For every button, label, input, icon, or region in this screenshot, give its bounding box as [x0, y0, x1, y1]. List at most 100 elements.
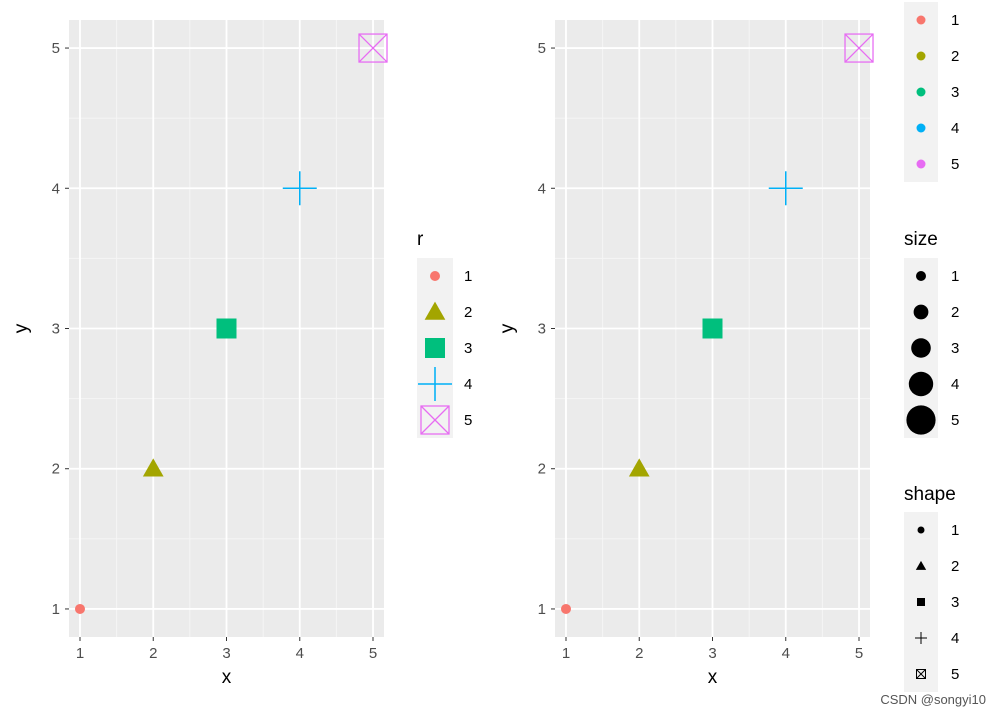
- legend-size-key-1: [916, 271, 926, 281]
- legend-r-key-2: [424, 301, 446, 320]
- legend-size-label-3: 3: [951, 340, 959, 357]
- legend-color-label-4: 4: [951, 120, 959, 137]
- panel2-x-tick-label: 1: [562, 645, 570, 662]
- legend-color-key-4-circle: [916, 123, 926, 133]
- legend-shape: shape 1 2 3 4 5: [904, 484, 959, 692]
- legend-shape-key-5: [916, 669, 926, 679]
- panel1-point-5-d2: [358, 33, 388, 63]
- legend-size-key-5: [906, 405, 936, 435]
- panel2-x-tick-label: 3: [708, 645, 716, 662]
- legend-color-label-5: 5: [951, 156, 959, 173]
- panel1-y-axis-title: y: [11, 323, 32, 333]
- legend-r-key-3: [425, 338, 445, 358]
- panel1-x-tick-label: 1: [76, 645, 84, 662]
- legend-shape-key-5-d2: [916, 669, 926, 679]
- legend-color-key-5: [916, 159, 926, 169]
- legend-shape-key-5-box: [916, 669, 926, 679]
- legend-r: r 1 2 3 4 5: [417, 229, 472, 438]
- panel2-point-4: [768, 171, 803, 206]
- legend-color-key-1-circle: [916, 15, 926, 25]
- legend-color-key-5-circle: [916, 159, 926, 169]
- panel1-x-tick-label: 4: [296, 645, 304, 662]
- legend-size-label-1: 1: [951, 268, 959, 285]
- legend-r-label-4: 4: [464, 376, 472, 393]
- panel2-x-axis-title: x: [708, 667, 718, 688]
- panel2-point-2-triangle: [628, 458, 650, 477]
- watermark-text: CSDN @songyi10: [880, 692, 986, 707]
- legend-r-label-2: 2: [464, 304, 472, 321]
- legend-r-label-5: 5: [464, 412, 472, 429]
- legend-color-key-3: [916, 87, 926, 97]
- panel2-point-1-circle: [560, 603, 571, 614]
- panel1-point-2: [142, 458, 164, 477]
- legend-color-label-2: 2: [951, 48, 959, 65]
- legend-r-label-1: 1: [464, 268, 472, 285]
- panel1-point-3-square: [216, 318, 237, 339]
- panel1-y-tick-label: 1: [52, 601, 60, 618]
- legend-shape-key-2: [915, 560, 927, 570]
- legend-color-key-2-circle: [916, 51, 926, 61]
- legend-r-key-2-triangle: [424, 301, 446, 320]
- panel2-y-tick-label: 4: [538, 180, 546, 197]
- panel2-point-5-d2: [844, 33, 874, 63]
- legend-shape-key-4: [915, 632, 927, 644]
- legend-r-key-5-box: [420, 405, 450, 435]
- panel1-point-3: [216, 318, 237, 339]
- legend-r-key-3-square: [425, 338, 445, 358]
- legend-size-key-2-circle: [913, 304, 929, 320]
- panel2-x-tick-label: 5: [855, 645, 863, 662]
- panel2-y-tick-label: 3: [538, 321, 546, 338]
- legend-size-key-3-circle: [911, 338, 931, 358]
- panel1-x-tick-label: 5: [369, 645, 377, 662]
- legend-shape-label-5: 5: [951, 666, 959, 683]
- panel2-y-tick-label: 5: [538, 40, 546, 57]
- legend-color-label-3: 3: [951, 84, 959, 101]
- legend-color-key-3-circle: [916, 87, 926, 97]
- legend-color-key-1: [916, 15, 926, 25]
- legend-shape-key-3: [917, 598, 925, 606]
- legend-shape-label-4: 4: [951, 630, 959, 647]
- panel2-point-3: [702, 318, 723, 339]
- panel1-y-tick-label: 3: [52, 321, 60, 338]
- legend-r-key-1-circle: [430, 271, 440, 281]
- panel2-y-tick-label: 1: [538, 601, 546, 618]
- panel1-y-tick-label: 2: [52, 461, 60, 478]
- panel2-point-5-box: [844, 33, 874, 63]
- legend-size-label-5: 5: [951, 412, 959, 429]
- legend-shape-key-3-square: [917, 598, 925, 606]
- legend-r-title: r: [417, 229, 424, 250]
- legend-size-title: size: [904, 229, 938, 250]
- legend-size: size 1 2 3 4 5: [904, 229, 959, 438]
- panel2-y-axis-title: y: [497, 323, 518, 333]
- panel1-point-4: [282, 171, 317, 206]
- legend-shape-key-1-circle: [917, 526, 925, 534]
- legend-color-key-2: [916, 51, 926, 61]
- legend-shape-label-2: 2: [951, 558, 959, 575]
- panel1-point-2-triangle: [142, 458, 164, 477]
- legend-color-label-1: 1: [951, 12, 959, 29]
- legend-r-key-5: [420, 405, 450, 435]
- legend-size-key-5-circle: [906, 405, 936, 435]
- legend-r-key-5-d2: [420, 405, 450, 435]
- panel2-point-3-square: [702, 318, 723, 339]
- panel1-y-tick-label: 4: [52, 180, 60, 197]
- legend-r-label-3: 3: [464, 340, 472, 357]
- panel1-x-tick-label: 2: [149, 645, 157, 662]
- legend-r-key-4: [418, 367, 452, 401]
- panel1-point-1: [74, 603, 85, 614]
- panel1-x-axis-title: x: [222, 667, 232, 688]
- legend-shape-key-1: [917, 526, 925, 534]
- panel1-x-tick-label: 3: [222, 645, 230, 662]
- legend-color: 1 2 3 4 5: [904, 2, 959, 182]
- panel2-point-2: [628, 458, 650, 477]
- panel1-plot: 1 2 3 4 5 1 2 3 4 5 x y: [11, 20, 388, 688]
- panel2-y-tick-label: 2: [538, 461, 546, 478]
- panel2-plot: 1 2 3 4 5 1 2 3 4 5 x y: [497, 20, 874, 688]
- panel2-x-tick-label: 4: [782, 645, 790, 662]
- legend-size-key-4: [908, 371, 934, 397]
- legend-size-key-2: [913, 304, 929, 320]
- panel2-point-5: [844, 33, 874, 63]
- panel1-y-tick-label: 5: [52, 40, 60, 57]
- panel1-point-1-circle: [74, 603, 85, 614]
